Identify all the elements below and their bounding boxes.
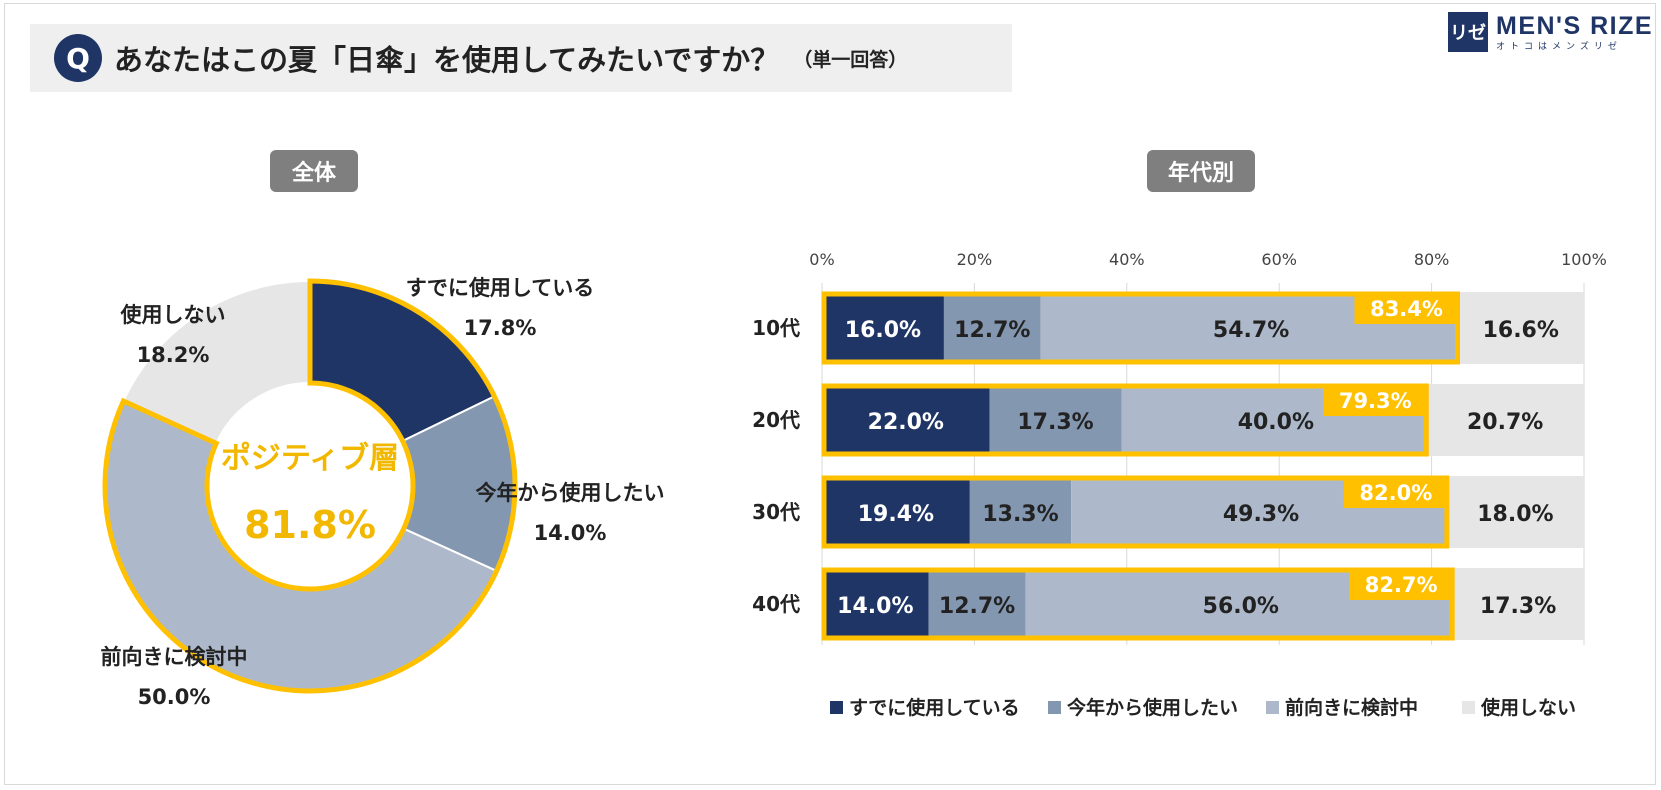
legend-swatch-4 [1462,701,1475,714]
positive-outline-r1 [821,291,1461,365]
donut-label-3: 前向きに検討中 [101,645,248,669]
logo-mark: リゼ [1448,12,1488,52]
question-banner: Q あなたはこの夏「日傘」を使用してみたいですか？ （単一回答） [30,24,1012,92]
bar-value-r1-s2: 12.7% [954,318,1030,343]
overall-section-label: 全体 [270,150,358,192]
bar-value-r1-s4: 16.6% [1483,318,1559,343]
donut-value-1: 17.8% [464,316,537,340]
legend-swatch-3 [1266,701,1279,714]
positive-center-label: ポジティブ層 [221,441,399,476]
bar-value-r2-s3: 40.0% [1238,410,1314,435]
positive-badge-r3 [1343,477,1447,508]
legend-swatch-2 [1048,701,1061,714]
bar-segment-r1-s2 [943,292,1041,364]
x-tick-label-3: 40% [1109,250,1145,269]
bar-value-r2-s1: 22.0% [868,410,944,435]
row-label-3: 30代 [752,500,800,524]
bar-segment-r3-s2 [969,476,1072,548]
bar-segment-r3-s1 [822,476,970,548]
donut-label-2: 今年から使用したい [476,481,665,505]
answer-type-note: （単一回答） [793,48,908,71]
legend-swatch-1 [830,701,843,714]
bar-segment-r4-s4 [1452,568,1584,640]
x-tick-label-5: 80% [1414,250,1450,269]
row-label-1: 10代 [752,316,800,340]
positive-outline-r3 [821,475,1450,549]
bar-value-r4-s3: 56.0% [1203,594,1279,619]
bar-segment-r1-s1 [822,292,944,364]
bar-segment-r2-s2 [989,384,1122,456]
bar-segment-r4-s2 [928,568,1026,640]
bar-value-r2-s4: 20.7% [1467,410,1543,435]
positive-total-r2: 79.3% [1339,389,1412,413]
bar-value-r3-s4: 18.0% [1477,502,1553,527]
bar-segment-r1-s4 [1457,292,1584,364]
bar-value-r1-s1: 16.0% [845,318,921,343]
x-tick-label-6: 100% [1561,250,1607,269]
bar-value-r4-s2: 12.7% [939,594,1015,619]
logo-tagline: オトコはメンズリゼ [1496,41,1622,52]
bar-segment-r3-s4 [1446,476,1584,548]
legend-label-1: すでに使用している [849,697,1020,719]
legend-label-3: 前向きに検討中 [1285,696,1418,719]
x-tick-label-2: 20% [957,250,993,269]
bar-segment-r2-s4 [1426,384,1584,456]
donut-label-4: 使用しない [120,303,226,327]
positive-badge-r2 [1323,385,1427,416]
logo-name: MEN'S RIZE [1496,11,1654,40]
age-section-label: 年代別 [1147,150,1255,192]
bar-segment-r4-s1 [822,568,929,640]
x-tick-label-1: 0% [809,250,834,269]
positive-outline-r2 [821,383,1429,457]
positive-badge-r4 [1349,569,1453,600]
positive-total-r4: 82.7% [1365,573,1438,597]
q-badge: Q [54,34,102,82]
bar-value-r3-s2: 13.3% [982,502,1058,527]
bar-value-r3-s3: 49.3% [1223,502,1299,527]
brand-logo: リゼ MEN'S RIZE オトコはメンズリゼ [1448,12,1653,52]
positive-center-value: 81.8% [244,503,376,547]
positive-outline [102,278,518,694]
row-label-2: 20代 [752,408,800,432]
x-tick-label-4: 60% [1261,250,1297,269]
positive-outline-r4 [821,567,1455,641]
question-title: あなたはこの夏「日傘」を使用してみたいですか？ [114,43,780,77]
slide-frame [4,3,1656,785]
legend-label-2: 今年から使用したい [1066,696,1238,719]
positive-total-r3: 82.0% [1359,481,1432,505]
bar-value-r1-s3: 54.7% [1213,318,1289,343]
donut-slice-4 [122,279,311,445]
bar-value-r4-s1: 14.0% [837,594,913,619]
positive-badge-r1 [1354,293,1458,324]
legend-label-4: 使用しない [1480,697,1576,719]
bar-value-r2-s2: 17.3% [1017,410,1093,435]
donut-label-1: すでに使用している [406,276,595,300]
bar-value-r4-s4: 17.3% [1480,594,1556,619]
donut-value-2: 14.0% [534,521,607,545]
row-label-4: 40代 [752,592,800,616]
donut-value-4: 18.2% [137,343,210,367]
bar-value-r3-s1: 19.4% [858,502,934,527]
donut-value-3: 50.0% [138,685,211,709]
bar-segment-r2-s1 [822,384,990,456]
positive-total-r1: 83.4% [1370,297,1443,321]
